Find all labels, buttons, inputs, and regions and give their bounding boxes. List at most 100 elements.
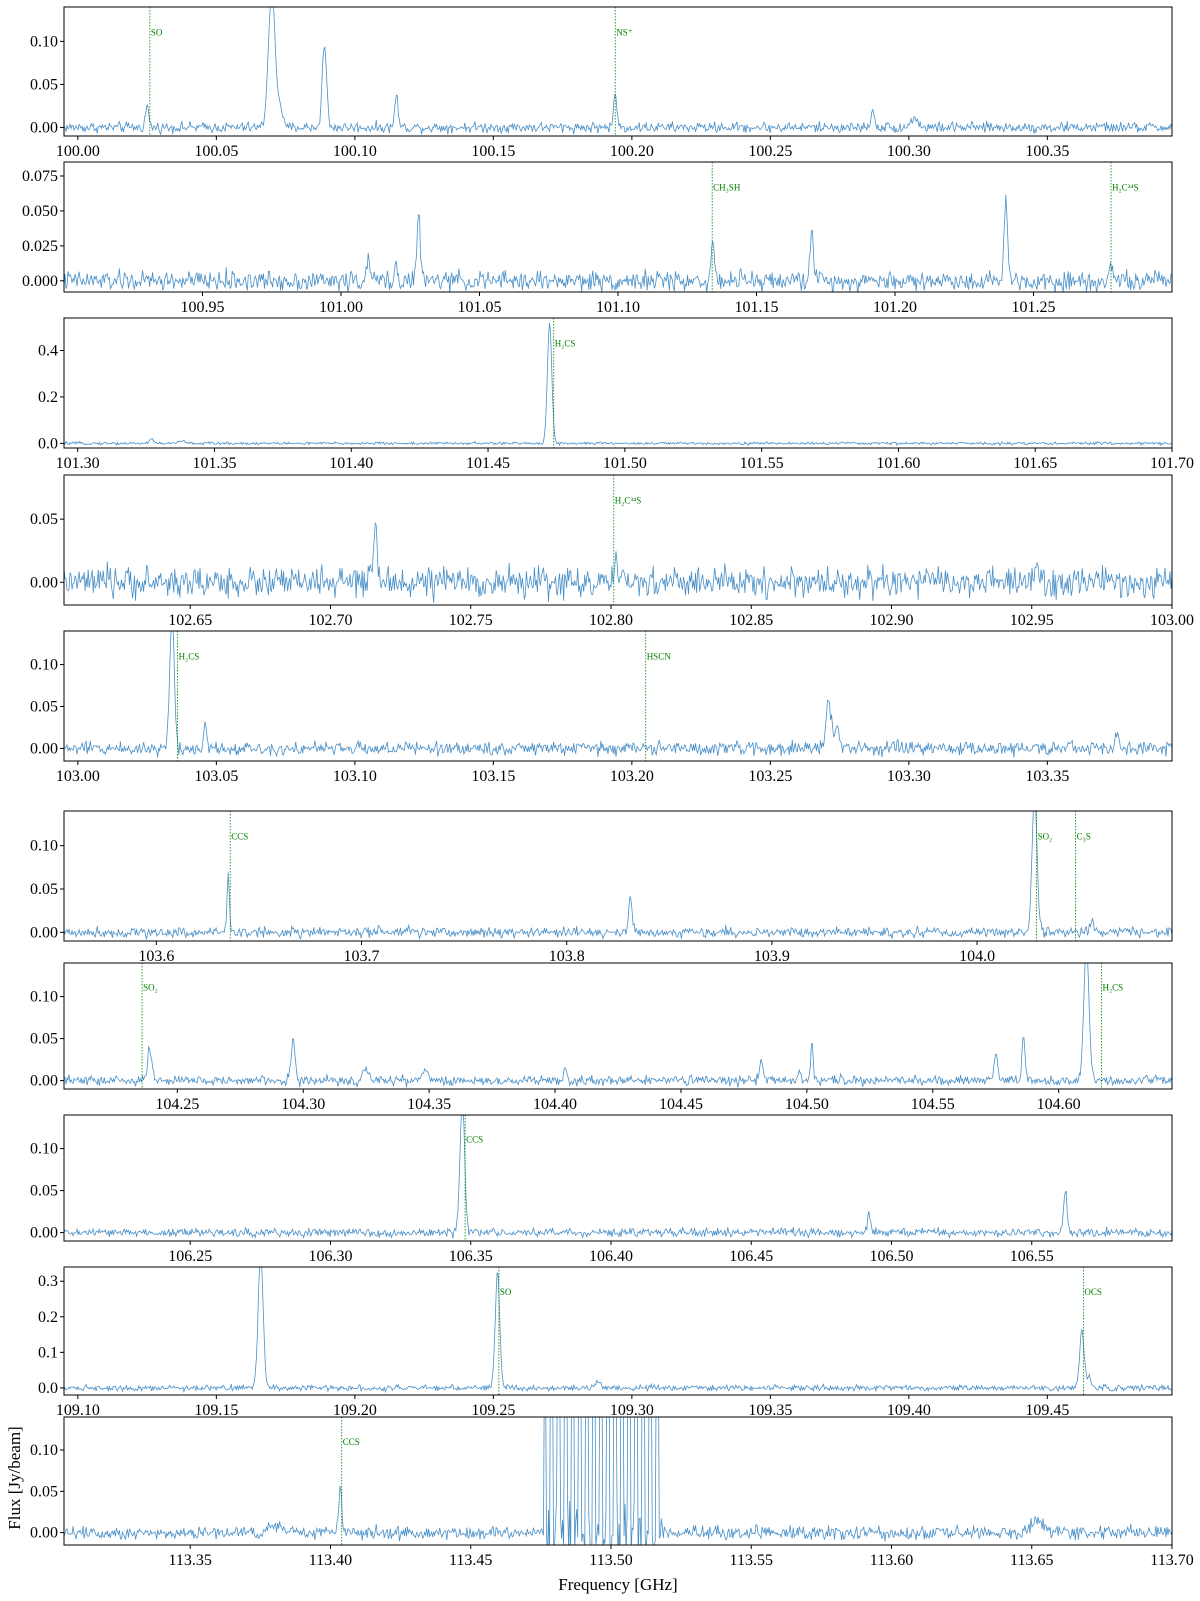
molecule-label: NS⁺ bbox=[616, 27, 633, 37]
x-tick-label: 106.40 bbox=[589, 1248, 633, 1265]
y-tick-label: 0.1 bbox=[38, 1344, 58, 1361]
x-tick-label: 101.10 bbox=[596, 299, 640, 316]
molecule-label: SO bbox=[500, 1287, 512, 1297]
x-tick-label: 103.30 bbox=[887, 768, 931, 785]
panel-frame bbox=[63, 810, 1173, 942]
x-tick-label: 101.05 bbox=[458, 299, 502, 316]
x-tick-label: 103.25 bbox=[748, 768, 792, 785]
x-tick-label: 104.35 bbox=[407, 1096, 451, 1113]
y-tick-label: 0.05 bbox=[30, 511, 58, 528]
x-tick-label: 104.0 bbox=[959, 948, 995, 965]
x-tick-label: 100.95 bbox=[181, 299, 225, 316]
spectrum-panel-3: H₂CS 101.30 101.35 101.40 101.45 101.50 101.55… bbox=[38, 317, 1194, 472]
x-tick-label: 103.7 bbox=[344, 948, 380, 965]
x-tick-label: 100.15 bbox=[471, 143, 515, 160]
panel-frame bbox=[63, 1416, 1173, 1546]
x-tick-label: 101.50 bbox=[603, 455, 647, 472]
spectrum-panel-2: CH₃SH H₂C³⁴S 100.95 101.00 101.05 101.10 101.1… bbox=[22, 161, 1173, 316]
x-tick-label: 103.15 bbox=[471, 768, 515, 785]
x-tick-label: 103.8 bbox=[549, 948, 585, 965]
molecule-label: C₃S bbox=[1077, 832, 1091, 842]
molecule-label: H₂CS bbox=[179, 652, 200, 662]
spectrum-panel-5: H₂CS HSCN 103.00 103.05 103.10 103.15 103.20 10… bbox=[30, 630, 1173, 785]
x-tick-label: 113.60 bbox=[870, 1552, 913, 1569]
molecule-label: H₂C³⁴S bbox=[615, 496, 641, 506]
x-tick-label: 106.30 bbox=[308, 1248, 352, 1265]
y-tick-label: 0.10 bbox=[30, 1442, 58, 1459]
y-tick-label: 0.2 bbox=[38, 389, 58, 406]
y-tick-label: 0.00 bbox=[30, 740, 58, 757]
spectrum-series-line bbox=[64, 194, 1172, 292]
x-tick-label: 102.95 bbox=[1010, 612, 1054, 629]
x-tick-label: 101.55 bbox=[740, 455, 784, 472]
x-tick-label: 109.20 bbox=[333, 1402, 377, 1419]
panel-frame bbox=[63, 317, 1173, 449]
y-tick-label: 0.05 bbox=[30, 1183, 58, 1200]
spectrum-panel-6: CCS SO₂ C₃S 103.6 103.7 103.8 103.9 104.0 0.00 0.… bbox=[30, 810, 1173, 965]
x-tick-label: 104.25 bbox=[155, 1096, 199, 1113]
molecule-label: H₂CS bbox=[555, 339, 576, 349]
spectrum-series-line bbox=[64, 7, 1172, 136]
x-tick-label: 101.60 bbox=[876, 455, 920, 472]
x-tick-label: 101.00 bbox=[319, 299, 363, 316]
x-tick-label: 103.35 bbox=[1025, 768, 1069, 785]
x-tick-label: 109.40 bbox=[887, 1402, 931, 1419]
spectrum-series-line bbox=[64, 521, 1172, 603]
panel-frame bbox=[63, 630, 1173, 762]
molecule-label: OCS bbox=[1084, 1287, 1102, 1297]
x-tick-label: 106.35 bbox=[449, 1248, 493, 1265]
x-tick-label: 103.10 bbox=[333, 768, 377, 785]
x-tick-label: 104.60 bbox=[1037, 1096, 1081, 1113]
molecule-label: SO₂ bbox=[143, 983, 158, 993]
y-tick-label: 0.000 bbox=[22, 273, 58, 290]
x-tick-label: 109.45 bbox=[1025, 1402, 1069, 1419]
y-tick-label: 0.3 bbox=[38, 1273, 58, 1290]
x-tick-label: 100.35 bbox=[1025, 143, 1069, 160]
x-tick-label: 106.25 bbox=[168, 1248, 212, 1265]
x-tick-label: 101.30 bbox=[56, 455, 100, 472]
x-tick-label: 104.30 bbox=[281, 1096, 325, 1113]
x-tick-label: 100.20 bbox=[610, 143, 654, 160]
x-tick-label: 109.30 bbox=[610, 1402, 654, 1419]
x-tick-label: 103.05 bbox=[194, 768, 238, 785]
x-tick-label: 102.75 bbox=[449, 612, 493, 629]
y-tick-label: 0.00 bbox=[30, 1073, 58, 1090]
spectrum-series-line bbox=[64, 631, 1172, 758]
y-tick-label: 0.0 bbox=[38, 1380, 58, 1397]
y-tick-label: 0.00 bbox=[30, 119, 58, 136]
spectrum-series-line bbox=[64, 811, 1172, 941]
y-tick-label: 0.050 bbox=[22, 203, 58, 220]
x-axis-label: Frequency [GHz] bbox=[558, 1575, 677, 1594]
molecule-label: CH₃SH bbox=[713, 183, 741, 193]
y-tick-label: 0.05 bbox=[30, 1483, 58, 1500]
molecule-label: SO₂ bbox=[1038, 832, 1053, 842]
x-tick-label: 104.45 bbox=[659, 1096, 703, 1113]
x-tick-label: 102.85 bbox=[729, 612, 773, 629]
molecule-label: H₂CS bbox=[1102, 983, 1123, 993]
x-tick-label: 113.35 bbox=[169, 1552, 212, 1569]
x-tick-label: 109.35 bbox=[748, 1402, 792, 1419]
x-tick-label: 113.40 bbox=[309, 1552, 352, 1569]
x-tick-label: 102.70 bbox=[308, 612, 352, 629]
x-tick-label: 102.65 bbox=[168, 612, 212, 629]
x-tick-label: 102.80 bbox=[589, 612, 633, 629]
x-tick-label: 104.55 bbox=[911, 1096, 955, 1113]
x-tick-label: 101.20 bbox=[873, 299, 917, 316]
y-tick-label: 0.10 bbox=[30, 1141, 58, 1158]
x-tick-label: 100.00 bbox=[56, 143, 100, 160]
x-tick-label: 101.45 bbox=[466, 455, 510, 472]
spectrum-panel-8: CCS 106.25 106.30 106.35 106.40 106.45 106.50 1… bbox=[30, 1114, 1173, 1265]
x-tick-label: 100.25 bbox=[748, 143, 792, 160]
spectrum-series-line bbox=[64, 1267, 1172, 1394]
molecule-label: HSCN bbox=[647, 652, 672, 662]
y-tick-label: 0.05 bbox=[30, 1031, 58, 1048]
y-tick-label: 0.00 bbox=[30, 1525, 58, 1542]
x-tick-label: 100.05 bbox=[194, 143, 238, 160]
y-tick-label: 0.2 bbox=[38, 1309, 58, 1326]
spectrum-panel-7: SO₂ H₂CS 104.25 104.30 104.35 104.40 104.45 104… bbox=[30, 962, 1173, 1113]
panel-frame bbox=[63, 1266, 1173, 1396]
x-tick-label: 106.55 bbox=[1010, 1248, 1054, 1265]
y-tick-label: 0.0 bbox=[38, 435, 58, 452]
x-tick-label: 103.00 bbox=[1150, 612, 1194, 629]
